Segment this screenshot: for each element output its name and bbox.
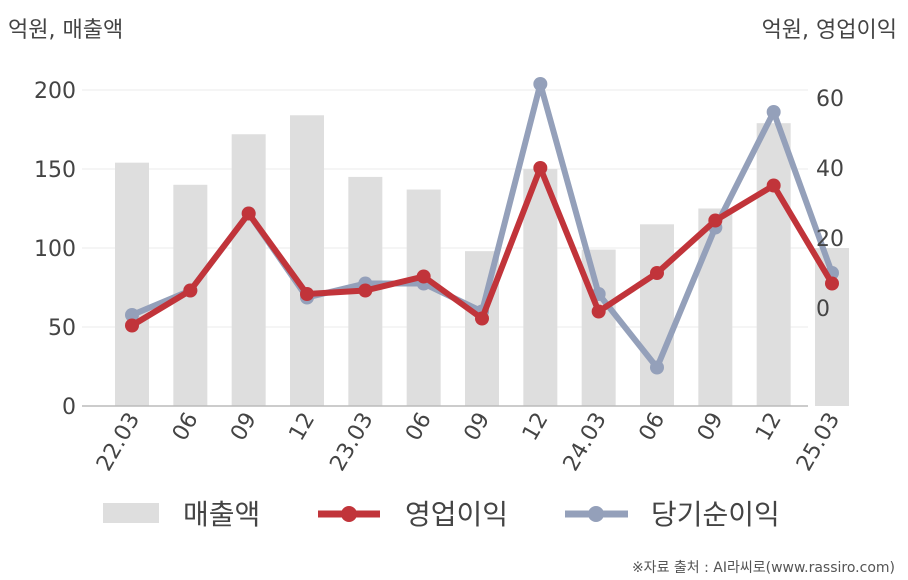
point-net-income (533, 77, 548, 91)
left-tick-label: 150 (34, 158, 76, 183)
x-tick-label: 06 (401, 409, 437, 446)
bar-revenue (640, 224, 674, 406)
right-tick-label: 60 (816, 87, 844, 112)
right-tick-label: 0 (816, 297, 830, 322)
x-tick-label: 24.03 (559, 409, 612, 476)
right-tick-label: 40 (816, 157, 844, 182)
point-operating-profit (358, 283, 373, 298)
bar-revenue (115, 162, 149, 406)
left-tick-label: 50 (48, 316, 76, 341)
x-tick-label: 12 (518, 409, 554, 446)
bar-revenue (523, 169, 558, 406)
x-axis-ticks: 22.03 06 09 12 23.03 06 09 12 24.03 06 09 12 25.03 (92, 409, 845, 476)
bar-revenue (581, 249, 616, 406)
right-axis-ticks: 0 20 40 60 (816, 87, 844, 322)
point-operating-profit (183, 283, 198, 298)
legend-label-net-income: 당기순이익 (651, 498, 780, 531)
point-net-income (766, 105, 781, 119)
x-tick-label: 09 (693, 409, 729, 446)
right-tick-label: 20 (816, 227, 844, 252)
point-operating-profit (416, 269, 431, 284)
left-axis-unit: 억원, 매출액 (8, 18, 123, 43)
x-tick-label: 22.03 (92, 409, 145, 476)
x-tick-label: 09 (460, 409, 496, 446)
point-operating-profit (708, 213, 723, 228)
x-tick-label: 12 (751, 409, 787, 446)
point-net-income (650, 360, 664, 375)
x-tick-label: 06 (635, 409, 671, 446)
point-operating-profit (475, 311, 489, 326)
legend-swatch-revenue (103, 503, 159, 523)
x-tick-label: 09 (226, 409, 262, 446)
left-tick-label: 100 (34, 237, 76, 262)
left-tick-label: 200 (34, 79, 76, 104)
revenue-bars (115, 115, 849, 407)
legend-label-operating-profit: 영업이익 (405, 498, 508, 531)
point-operating-profit (300, 287, 314, 301)
right-axis-unit: 억원, 영업이익 (762, 18, 897, 43)
legend-marker-operating-profit (341, 506, 357, 522)
point-operating-profit (650, 266, 664, 280)
bar-revenue (406, 189, 441, 406)
profit-lines (125, 77, 839, 375)
point-operating-profit (125, 318, 139, 333)
left-tick-label: 0 (62, 395, 76, 420)
point-operating-profit (825, 276, 839, 291)
x-tick-label: 23.03 (325, 409, 378, 476)
legend: 매출액 영업이익 당기순이익 (103, 498, 780, 531)
point-operating-profit (241, 206, 256, 221)
point-operating-profit (591, 304, 606, 319)
legend-label-revenue: 매출액 (183, 498, 260, 531)
point-net-income (125, 308, 139, 322)
bar-revenue (231, 134, 266, 407)
bar-revenue (290, 115, 324, 406)
source-note: ※자료 출처 : AI라씨로(www.rassiro.com) (632, 560, 895, 576)
legend-marker-net-income (588, 506, 604, 522)
point-operating-profit (533, 161, 548, 175)
point-operating-profit (766, 178, 781, 193)
bar-revenue (698, 208, 733, 406)
bar-revenue (756, 123, 791, 407)
x-tick-label: 25.03 (792, 409, 845, 476)
x-tick-label: 06 (168, 409, 204, 446)
left-axis-ticks: 0 50 100 150 200 (34, 79, 76, 420)
x-tick-label: 12 (285, 409, 321, 446)
